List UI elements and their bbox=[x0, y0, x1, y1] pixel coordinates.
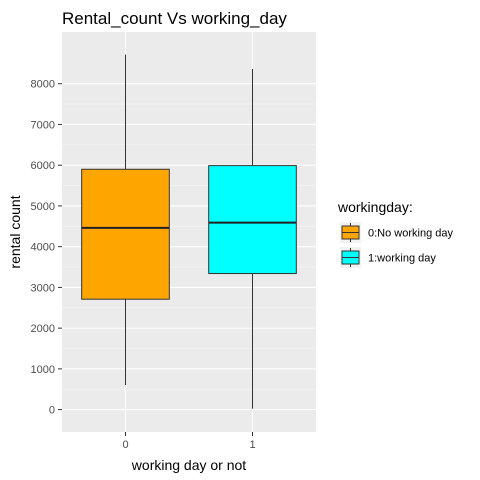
box-body bbox=[208, 165, 297, 275]
y-axis-title: rental count bbox=[7, 195, 23, 268]
x-axis-title: working day or not bbox=[131, 457, 247, 473]
y-tick-label: 0 bbox=[49, 405, 55, 417]
y-tick-label: 5000 bbox=[31, 201, 55, 213]
box-0 bbox=[81, 54, 170, 385]
y-tick-label: 3000 bbox=[31, 282, 55, 294]
x-tick-label: 1 bbox=[249, 439, 255, 451]
legend-label: 0:No working day bbox=[368, 228, 453, 240]
y-tick-label: 1000 bbox=[31, 364, 55, 376]
box-1 bbox=[208, 68, 297, 409]
legend-entry-0: 0:No working day bbox=[340, 222, 453, 243]
y-tick-label: 6000 bbox=[31, 160, 55, 172]
y-axis-ticks: 0 1000 2000 3000 4000 5000 6000 7000 8000 bbox=[31, 79, 62, 417]
legend-title: workingday: bbox=[337, 199, 413, 215]
y-tick-label: 8000 bbox=[31, 79, 55, 91]
legend-label: 1:working day bbox=[368, 253, 436, 265]
y-tick-label: 7000 bbox=[31, 119, 55, 131]
box-body bbox=[81, 168, 170, 300]
y-tick-label: 2000 bbox=[31, 323, 55, 335]
legend: workingday: 0:No working day 1:working da… bbox=[337, 199, 453, 268]
box-series bbox=[81, 54, 297, 409]
chart-title: Rental_count Vs working_day bbox=[62, 9, 287, 28]
y-tick-label: 4000 bbox=[31, 242, 55, 254]
legend-entry-1: 1:working day bbox=[340, 247, 436, 268]
x-tick-label: 0 bbox=[122, 439, 128, 451]
